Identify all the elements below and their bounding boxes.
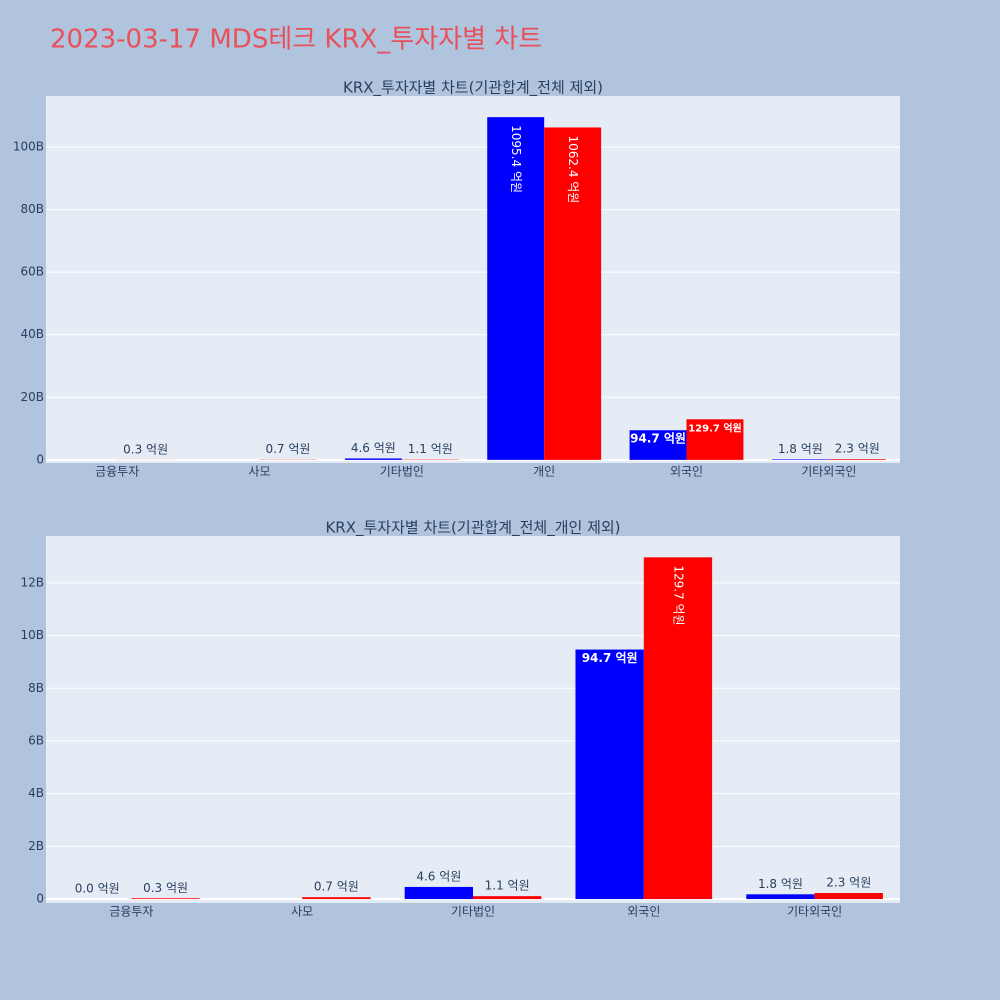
x-tick-label: 사모 [291,905,313,919]
y-tick-label: 6B [28,733,44,747]
value-label: 0.3 억원 [123,442,168,456]
bar [131,898,200,900]
value-label: 0.7 억원 [314,880,359,894]
bar [629,430,687,460]
value-label: 0.3 억원 [143,881,188,895]
bar [686,419,744,460]
bar [575,649,644,900]
y-tick-label: 20B [20,390,44,404]
y-tick-label: 2B [28,839,44,853]
x-tick-label: 기타외국인 [801,465,856,479]
value-label: 1.8 억원 [758,877,803,891]
value-label: 1.1 억원 [408,442,453,456]
bar [473,896,542,900]
value-label: 1.8 억원 [778,442,823,456]
value-label: 129.7 억원 [688,421,742,434]
value-label: 2.3 억원 [826,875,871,889]
bar [487,117,545,460]
x-tick-label: 외국인 [627,905,660,919]
figure-title: 2023-03-17 MDS테크 KRX_투자자별 차트 [50,25,542,55]
y-tick-label: 12B [20,575,44,589]
plot-area [46,96,900,463]
value-label: 2.3 억원 [835,442,880,456]
bar [344,458,402,460]
y-tick-label: 10B [20,628,44,642]
x-tick-label: 기타외국인 [787,905,842,919]
bar [814,892,883,900]
y-tick-label: 0 [36,892,44,906]
x-tick-label: 기타법인 [451,905,495,919]
bar [302,897,371,900]
value-label: 129.7 억원 [671,565,685,625]
bar [746,894,815,900]
value-label: 94.7 억원 [630,432,686,446]
x-tick-label: 개인 [533,465,555,479]
value-label: 4.6 억원 [351,441,396,455]
x-tick-label: 금융투자 [95,465,139,479]
bar [828,459,886,460]
y-tick-label: 4B [28,786,44,800]
chart-title: KRX_투자자별 차트(기관합계_전체_개인 제외) [325,519,620,538]
x-tick-label: 금융투자 [109,905,153,919]
y-tick-label: 0 [36,452,44,466]
plot-area [46,536,900,903]
y-tick-label: 40B [20,327,44,341]
chart-title: KRX_투자자별 차트(기관합계_전체 제외) [343,79,603,98]
value-label: 1095.4 억원 [509,125,523,193]
value-label: 0.7 억원 [265,442,310,456]
bar [544,127,602,460]
value-label: 1062.4 억원 [566,135,580,203]
value-label: 94.7 억원 [582,651,638,665]
value-label: 0.0 억원 [75,882,120,896]
y-tick-label: 80B [20,202,44,216]
value-label: 1.1 억원 [485,879,530,893]
x-tick-label: 기타법인 [380,465,424,479]
y-tick-label: 60B [20,265,44,279]
x-tick-label: 사모 [248,465,270,479]
y-tick-label: 8B [28,681,44,695]
value-label: 4.6 억원 [416,869,461,883]
bar [404,886,473,900]
bar [643,557,713,900]
bar [771,459,829,460]
y-tick-label: 100B [13,139,44,153]
x-tick-label: 외국인 [670,465,703,479]
